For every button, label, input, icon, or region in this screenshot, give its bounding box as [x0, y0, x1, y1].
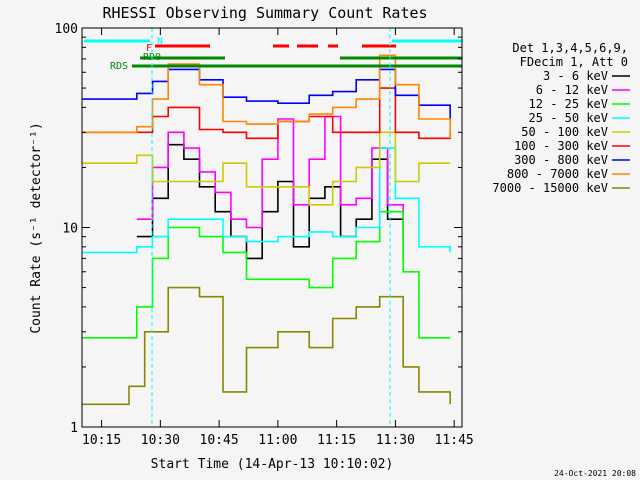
- legend-header: FDecim 1, Att 0: [520, 55, 628, 69]
- legend-entry-5: 50 - 100 keV: [521, 125, 608, 139]
- legend-entry-1: 3 - 6 keV: [543, 69, 608, 83]
- legend-entry-2: 6 - 12 keV: [536, 83, 608, 97]
- legend-entry-3: 12 - 25 keV: [529, 97, 608, 111]
- y-tick-label: 1: [70, 421, 78, 436]
- annotation-label-rds: RDS: [110, 61, 128, 72]
- series-layer: [82, 54, 451, 406]
- legend-entry-7: 300 - 800 keV: [514, 153, 608, 167]
- x-axis-label: Start Time (14-Apr-13 10:10:02): [151, 457, 394, 472]
- legend-entry-8: 800 - 7000 keV: [507, 167, 608, 181]
- x-tick-label: 10:30: [141, 433, 180, 448]
- legend-entry-6: 100 - 300 keV: [514, 139, 608, 153]
- series-line-3: [82, 210, 451, 339]
- footer-date: 24-Oct-2021 20:08: [554, 469, 636, 478]
- legend: Det 1,3,4,5,6,9,FDecim 1, Att 03 - 6 keV…: [492, 41, 630, 195]
- series-line-1: [136, 143, 404, 260]
- y-axis-label: Count Rate (s⁻¹ detector⁻¹): [29, 122, 44, 333]
- chart-title: RHESSI Observing Summary Count Rates: [102, 4, 427, 22]
- x-tick-label: 11:15: [317, 433, 356, 448]
- x-tick-label: 11:45: [435, 433, 474, 448]
- y-tick-label: 100: [55, 22, 78, 37]
- axis-ticks: 10:15 10:30 10:45 11:00 11:15 11:30 11:45 1 10 10…: [55, 22, 474, 448]
- series-line-2: [136, 115, 404, 237]
- x-tick-label: 11:00: [258, 433, 297, 448]
- y-tick-label: 10: [62, 222, 78, 237]
- annotation-label-f: F: [146, 43, 152, 54]
- x-tick-label: 10:45: [200, 433, 239, 448]
- legend-entry-4: 25 - 50 keV: [529, 111, 608, 125]
- legend-entry-9: 7000 - 15000 keV: [492, 181, 608, 195]
- series-line-9: [82, 286, 451, 406]
- annotation-label-n: N: [157, 36, 163, 47]
- x-tick-label: 10:15: [82, 433, 121, 448]
- x-tick-label: 11:30: [376, 433, 415, 448]
- legend-header: Det 1,3,4,5,6,9,: [512, 41, 628, 55]
